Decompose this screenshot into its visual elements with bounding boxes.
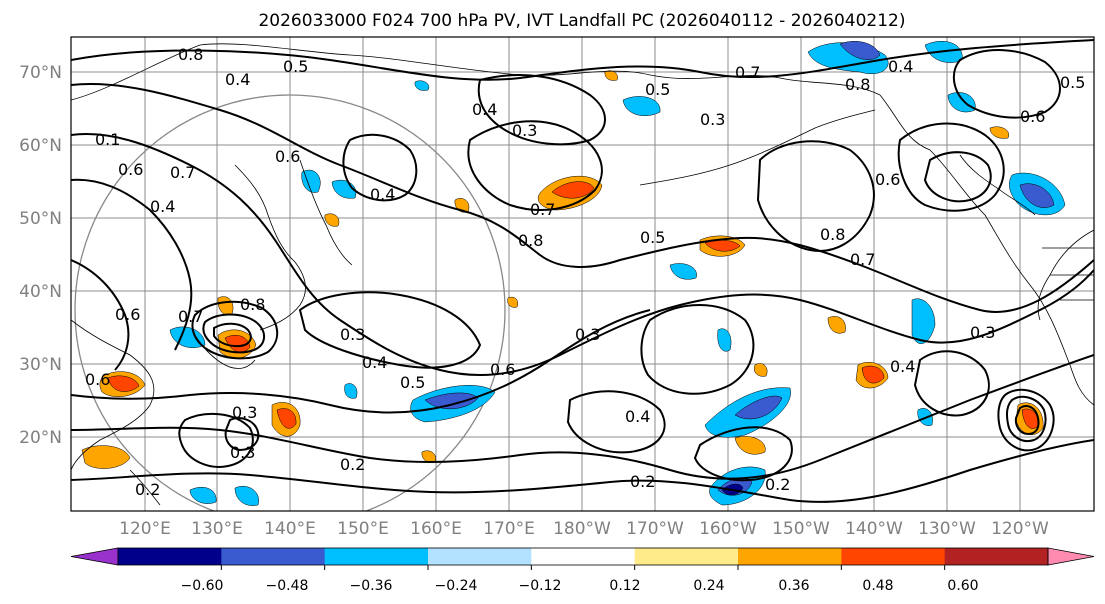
lon-label: 160°W <box>699 519 757 539</box>
latitude-labels: 70°N 60°N 50°N 40°N 30°N 20°N <box>19 63 62 448</box>
contour-label: 0.8 <box>845 75 870 94</box>
map-frame <box>70 36 1095 512</box>
contour-label: 0.6 <box>85 370 110 389</box>
coastlines <box>71 43 1094 506</box>
contour-label: 0.5 <box>1060 73 1085 92</box>
lat-label: 40°N <box>19 282 62 302</box>
contour-label: 0.1 <box>95 130 120 149</box>
colorbar-tick-label: 0.48 <box>862 578 893 594</box>
contour-label: 0.3 <box>575 325 600 344</box>
contour-label: 0.3 <box>232 403 257 422</box>
colorbar: −0.60 −0.48 −0.36 −0.24 −0.12 0.12 0.24 … <box>70 547 1095 594</box>
colorbar-cell <box>221 548 326 565</box>
lat-label: 70°N <box>19 63 62 83</box>
longitude-labels: 120°E 130°E 140°E 150°E 160°E 170°E 180°… <box>119 519 1049 539</box>
colorbar-cell <box>634 548 739 565</box>
contour-label: 0.7 <box>530 200 555 219</box>
lon-label: 140°E <box>264 519 316 539</box>
positive-shading <box>81 70 1044 469</box>
contour-label: 0.3 <box>700 110 725 129</box>
colorbar-tick-label: 0.12 <box>609 578 640 594</box>
colorbar-cell <box>428 548 532 565</box>
lon-label: 150°W <box>772 519 830 539</box>
lon-label: 140°W <box>845 519 903 539</box>
colorbar-cell <box>738 548 842 565</box>
contour-label: 0.2 <box>630 472 655 491</box>
contour-label: 0.2 <box>340 455 365 474</box>
colorbar-tick-label: −0.12 <box>519 578 562 594</box>
colorbar-tick-label: 0.60 <box>947 578 978 594</box>
contour-label: 0.5 <box>645 80 670 99</box>
colorbar-tick-label: −0.36 <box>350 578 393 594</box>
contour-label: 0.5 <box>400 373 425 392</box>
map-title: 2026033000 F024 700 hPa PV, IVT Landfall… <box>258 11 905 31</box>
contour-label: 0.6 <box>1020 107 1045 126</box>
colorbar-cell <box>531 548 636 565</box>
lon-label: 160°E <box>410 519 462 539</box>
lat-label: 60°N <box>19 136 62 156</box>
contour-label: 0.4 <box>225 70 250 89</box>
colorbar-cell <box>118 548 222 565</box>
contour-label: 0.4 <box>888 57 913 76</box>
contour-label: 0.4 <box>625 407 650 426</box>
contour-label: 0.4 <box>472 100 497 119</box>
map-panel: 0.4 0.5 0.8 0.6 0.7 0.4 0.3 0.6 0.4 0.7 … <box>70 36 1095 512</box>
contour-label: 0.7 <box>735 63 760 82</box>
contour-label: 0.8 <box>820 225 845 244</box>
colorbar-extend-low <box>70 547 119 566</box>
colorbar-cell <box>324 548 429 565</box>
colorbar-frame <box>117 547 1049 566</box>
contour-label: 0.7 <box>850 250 875 269</box>
lon-label: 150°E <box>337 519 389 539</box>
contour-label: 0.4 <box>150 197 175 216</box>
contour-label: 0.8 <box>518 231 543 250</box>
colorbar-tick-label: −0.24 <box>435 578 478 594</box>
lon-label: 130°E <box>191 519 243 539</box>
contour-label: 0.5 <box>283 57 308 76</box>
contour-label: 0.8 <box>240 295 265 314</box>
contour-label: 0.4 <box>370 185 395 204</box>
contour-label: 0.2 <box>135 480 160 499</box>
pv-contours <box>71 39 1094 503</box>
colorbar-cell <box>841 548 946 565</box>
contour-label: 0.2 <box>765 475 790 494</box>
colorbar-tick-labels: −0.60 −0.48 −0.36 −0.24 −0.12 0.12 0.24 … <box>181 578 979 594</box>
colorbar-cells <box>70 547 1095 566</box>
lon-label: 170°E <box>483 519 535 539</box>
lat-label: 30°N <box>19 355 62 375</box>
lon-label: 170°W <box>626 519 684 539</box>
contour-label: 0.6 <box>875 170 900 189</box>
range-circle <box>74 94 506 511</box>
colorbar-tick-label: −0.60 <box>181 578 224 594</box>
contour-label: 0.6 <box>115 305 140 324</box>
contour-label: 0.3 <box>970 323 995 342</box>
lon-label: 120°W <box>991 519 1049 539</box>
colorbar-tick-label: 0.24 <box>693 578 724 594</box>
contour-label: 0.5 <box>640 228 665 247</box>
contour-label: 0.4 <box>890 357 915 376</box>
colorbar-cell <box>944 548 1049 565</box>
lat-label: 20°N <box>19 428 62 448</box>
contour-label: 0.3 <box>512 121 537 140</box>
colorbar-tick-label: 0.36 <box>778 578 809 594</box>
lon-label: 120°E <box>119 519 171 539</box>
colorbar-ticks <box>220 565 946 570</box>
contour-labels: 0.4 0.5 0.8 0.6 0.7 0.4 0.3 0.6 0.4 0.7 … <box>85 45 1085 499</box>
lon-label: 180°W <box>553 519 611 539</box>
contour-label: 0.8 <box>178 45 203 64</box>
contour-label: 0.4 <box>362 353 387 372</box>
contour-label: 0.3 <box>230 443 255 462</box>
contour-label: 0.7 <box>178 307 203 326</box>
contour-label: 0.6 <box>275 147 300 166</box>
contour-label: 0.3 <box>340 325 365 344</box>
contour-label: 0.6 <box>490 360 515 379</box>
contour-label: 0.6 <box>118 160 143 179</box>
lat-label: 50°N <box>19 209 62 229</box>
lon-label: 130°W <box>918 519 976 539</box>
colorbar-tick-label: −0.48 <box>266 578 309 594</box>
contour-label: 0.7 <box>170 163 195 182</box>
colorbar-extend-high <box>1047 547 1095 566</box>
